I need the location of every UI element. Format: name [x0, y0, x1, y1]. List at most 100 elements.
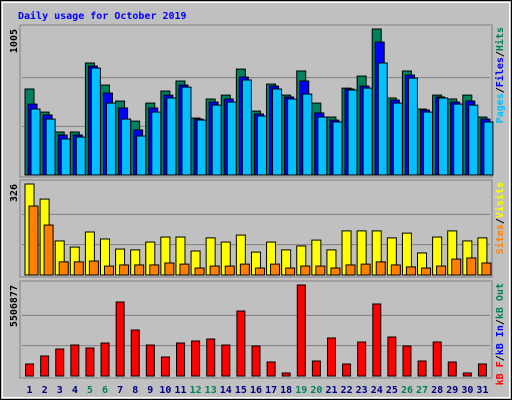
bar	[226, 101, 237, 176]
bar	[90, 67, 101, 176]
bar	[438, 97, 449, 176]
legend-entry: Hits	[494, 27, 506, 51]
bar	[462, 372, 472, 377]
bar	[224, 265, 235, 276]
y-tick-label: 326	[9, 184, 20, 202]
bar	[432, 341, 442, 377]
legend-separator: /	[495, 87, 506, 93]
bar	[191, 340, 201, 377]
legend-entry: Sites	[494, 224, 506, 254]
bar	[43, 224, 54, 276]
bar	[251, 345, 261, 377]
legend: Sites/Visits	[494, 182, 506, 254]
bar	[75, 136, 86, 176]
bar	[347, 89, 358, 176]
bar	[392, 102, 403, 176]
legend: kB F/kB In/kB Out	[495, 283, 506, 385]
bar	[85, 347, 95, 377]
legend: Pages/Files/Hits	[494, 27, 506, 123]
x-tick-label: 23	[356, 385, 368, 396]
x-tick-label: 14	[220, 385, 232, 396]
x-tick-label: 13	[205, 385, 217, 396]
bar	[390, 264, 401, 276]
x-tick-label: 22	[341, 385, 353, 396]
x-tick-label: 31	[476, 385, 488, 396]
legend-entry: kB F	[495, 361, 506, 385]
bar	[387, 336, 397, 377]
x-tick-label: 6	[102, 385, 108, 396]
bar	[40, 355, 50, 377]
x-tick-label: 19	[295, 385, 307, 396]
bar	[181, 86, 192, 176]
bar	[254, 267, 265, 276]
y-tick-label: 1005	[9, 29, 20, 53]
bar	[417, 360, 427, 377]
bar	[453, 103, 464, 176]
bar	[88, 260, 99, 276]
legend-separator: /	[495, 218, 506, 224]
bar	[311, 360, 321, 377]
bar	[176, 342, 186, 377]
bar	[315, 265, 326, 276]
x-tick-label: 29	[446, 385, 458, 396]
bar	[481, 262, 492, 276]
bar	[239, 263, 250, 276]
bar	[483, 121, 494, 176]
x-tick-label: 25	[386, 385, 398, 396]
bar	[119, 264, 130, 276]
bar	[221, 344, 231, 377]
bar	[357, 341, 367, 377]
bar	[241, 79, 252, 176]
bar	[55, 348, 65, 377]
bar	[211, 104, 222, 176]
bar	[60, 138, 71, 176]
x-tick-label: 20	[310, 385, 322, 396]
x-tick-label: 28	[431, 385, 443, 396]
x-tick-label: 9	[147, 385, 153, 396]
bar	[136, 135, 147, 176]
bar	[151, 111, 162, 176]
bar	[149, 264, 160, 276]
x-tick-label: 24	[371, 385, 383, 396]
bar	[236, 310, 246, 377]
x-tick-label: 1	[27, 385, 33, 396]
bar	[362, 87, 373, 176]
bar	[285, 267, 296, 276]
x-tick-label: 12	[190, 385, 202, 396]
bar	[342, 363, 352, 377]
bar	[270, 263, 281, 276]
x-tick-label: 26	[401, 385, 413, 396]
bar	[405, 266, 416, 276]
bar	[296, 284, 306, 377]
bar	[130, 329, 140, 377]
legend-entry: Pages	[495, 93, 506, 123]
bar	[300, 265, 311, 276]
bar	[317, 116, 328, 176]
x-tick-label: 30	[461, 385, 473, 396]
bar	[105, 102, 116, 176]
bar	[466, 257, 477, 276]
bar	[70, 344, 80, 377]
bar	[477, 363, 487, 377]
legend-entry: kB In	[495, 325, 506, 355]
bar	[407, 77, 418, 176]
bar	[103, 265, 114, 276]
x-tick-label: 21	[325, 385, 337, 396]
chart-title: Daily usage for October 2019	[18, 10, 187, 22]
x-tick-label: 16	[250, 385, 262, 396]
bar	[332, 121, 343, 176]
bar	[266, 361, 276, 377]
x-tick-label: 10	[159, 385, 171, 396]
bar	[447, 361, 457, 377]
bar	[28, 205, 39, 276]
x-tick-label: 11	[174, 385, 186, 396]
x-tick-label: 8	[132, 385, 138, 396]
bar	[45, 118, 56, 176]
bar	[145, 344, 155, 377]
bar	[377, 62, 388, 176]
bar	[121, 118, 132, 176]
bar	[194, 267, 205, 276]
bar	[256, 115, 267, 176]
x-tick-label: 2	[42, 385, 48, 396]
